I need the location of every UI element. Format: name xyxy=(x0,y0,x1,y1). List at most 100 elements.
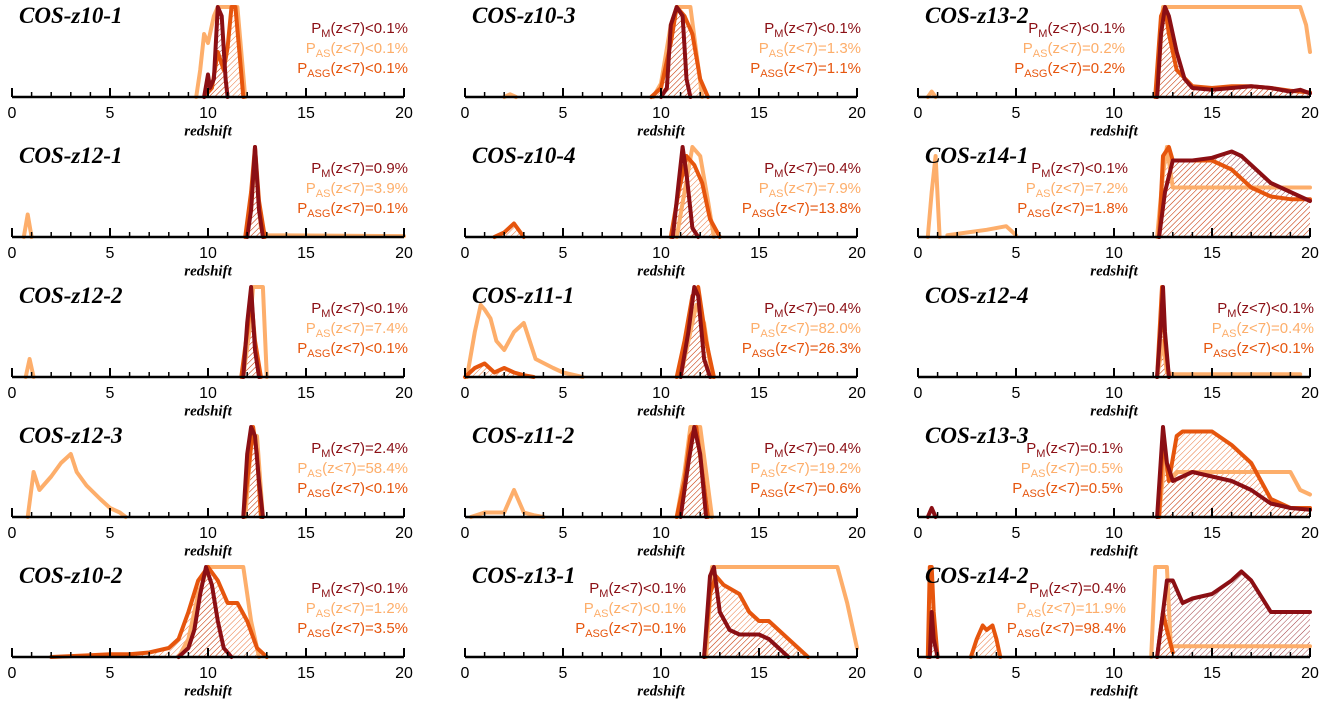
area-fill xyxy=(465,287,714,377)
panel: 0 5 10 15 20redshiftCOS-z10-1PM(z<7)<0.1%PAS… xyxy=(8,3,413,139)
x-tick-label: 10 xyxy=(199,245,217,262)
prob-text: (z<7)=7.4% xyxy=(330,320,408,337)
prob-symbol: P xyxy=(1017,200,1027,217)
probability-label: PM(z<7)=0.4% xyxy=(764,300,861,320)
probability-label: PASG(z<7)=98.4% xyxy=(1007,620,1126,640)
probability-label: PAS(z<7)=82.0% xyxy=(750,320,861,340)
prob-symbol: P xyxy=(1031,160,1041,177)
prob-subscript: ASG xyxy=(1027,208,1050,220)
panel-title: COS-z14-2 xyxy=(925,563,1029,588)
prob-subscript: AS xyxy=(307,468,322,480)
panel-title: COS-z12-1 xyxy=(19,143,123,168)
pdf-line xyxy=(202,5,230,99)
prob-symbol: P xyxy=(297,60,307,77)
x-tick-label: 10 xyxy=(652,525,670,542)
prob-symbol: P xyxy=(297,340,307,357)
prob-text: (z<7)=1.8% xyxy=(1050,200,1128,217)
x-axis-label: redshift xyxy=(637,683,685,699)
prob-text: (z<7)=0.4% xyxy=(1236,320,1314,337)
prob-symbol: P xyxy=(297,620,307,637)
probability-label: PAS(z<7)=7.2% xyxy=(1026,180,1128,200)
x-tick-label: 20 xyxy=(1301,245,1319,262)
probability-label: PM(z<7)=0.1% xyxy=(1026,440,1123,460)
prob-symbol: P xyxy=(759,180,769,197)
x-tick-label: 20 xyxy=(1301,385,1319,402)
prob-symbol: P xyxy=(306,320,316,337)
prob-text: (z<7)<0.1% xyxy=(1236,340,1314,357)
probability-label: PM(z<7)=0.4% xyxy=(1029,580,1126,600)
prob-subscript: ASG xyxy=(307,208,330,220)
prob-text: (z<7)=0.2% xyxy=(1047,60,1125,77)
prob-symbol: P xyxy=(1021,460,1031,477)
pdf-line xyxy=(49,565,269,659)
x-tick-label: 15 xyxy=(750,105,768,122)
probability-label: PASG(z<7)=26.3% xyxy=(742,340,861,360)
probability-label: PM(z<7)<0.1% xyxy=(311,300,408,320)
prob-text: (z<7)=19.2% xyxy=(775,460,861,477)
x-tick-label: 10 xyxy=(1105,665,1123,682)
x-tick-label: 5 xyxy=(559,385,568,402)
x-tick-label: 10 xyxy=(199,665,217,682)
x-tick-label: 20 xyxy=(395,105,413,122)
x-tick-label: 20 xyxy=(395,385,413,402)
panel: 0 5 10 15 20redshiftCOS-z11-1PM(z<7)=0.4%PAS… xyxy=(461,283,866,419)
x-axis-label: redshift xyxy=(1090,263,1138,279)
prob-subscript: AS xyxy=(769,188,784,200)
x-tick-label: 0 xyxy=(8,525,17,542)
pdf-line xyxy=(25,434,265,519)
panel: 0 5 10 15 20redshiftCOS-z12-3PM(z<7)=2.4%PAS… xyxy=(8,423,413,559)
prob-subscript: ASG xyxy=(760,68,783,80)
x-tick-label: 20 xyxy=(1301,105,1319,122)
pdf-line xyxy=(659,5,693,99)
prob-text: (z<7)<0.1% xyxy=(330,480,408,497)
panel: 0 5 10 15 20redshiftCOS-z13-3PM(z<7)=0.1%PAS… xyxy=(914,423,1319,559)
probability-label: PASG(z<7)<0.1% xyxy=(297,480,408,500)
probability-label: PASG(z<7)<0.1% xyxy=(297,340,408,360)
prob-symbol: P xyxy=(750,320,760,337)
x-tick-label: 15 xyxy=(1203,385,1221,402)
pdf-line xyxy=(927,569,1312,659)
pdf-line xyxy=(241,425,265,519)
x-tick-label: 5 xyxy=(106,385,115,402)
x-tick-label: 0 xyxy=(914,105,923,122)
probability-label: PASG(z<7)=1.1% xyxy=(750,60,861,80)
x-axis-label: redshift xyxy=(1090,683,1138,699)
x-tick-label: 0 xyxy=(461,105,470,122)
pdf-line xyxy=(678,425,709,519)
probability-label: PM(z<7)=0.4% xyxy=(764,160,861,180)
prob-subscript: M xyxy=(1041,168,1050,180)
x-axis-label: redshift xyxy=(637,123,685,139)
panel-title: COS-z11-1 xyxy=(472,283,574,308)
prob-symbol: P xyxy=(297,200,307,217)
prob-text: (z<7)=0.1% xyxy=(608,620,686,637)
pdf-line xyxy=(678,285,712,379)
prob-subscript: M xyxy=(321,168,330,180)
prob-subscript: AS xyxy=(760,328,775,340)
pdf-line xyxy=(245,145,265,239)
prob-text: (z<7)<0.1% xyxy=(608,580,686,597)
prob-text: (z<7)=98.4% xyxy=(1040,620,1126,637)
x-tick-label: 15 xyxy=(750,665,768,682)
panel-title: COS-z12-4 xyxy=(925,283,1029,308)
panel: 0 5 10 15 20redshiftCOS-z13-1PM(z<7)<0.1%PAS… xyxy=(461,563,866,699)
prob-symbol: P xyxy=(306,40,316,57)
x-tick-label: 20 xyxy=(848,385,866,402)
prob-subscript: ASG xyxy=(307,488,330,500)
pdf-line xyxy=(670,145,701,239)
prob-text: (z<7)=82.0% xyxy=(775,320,861,337)
prob-subscript: AS xyxy=(594,608,609,620)
prob-text: (z<7)=7.2% xyxy=(1050,180,1128,197)
prob-subscript: AS xyxy=(1222,328,1237,340)
prob-symbol: P xyxy=(311,300,321,317)
prob-subscript: AS xyxy=(1027,608,1042,620)
prob-subscript: ASG xyxy=(1213,348,1236,360)
x-tick-label: 5 xyxy=(559,105,568,122)
prob-symbol: P xyxy=(764,160,774,177)
prob-subscript: M xyxy=(1039,588,1048,600)
x-tick-label: 0 xyxy=(914,665,923,682)
x-tick-label: 5 xyxy=(559,245,568,262)
x-tick-label: 0 xyxy=(8,245,17,262)
panel: 0 5 10 15 20redshiftCOS-z10-4PM(z<7)=0.4%PAS… xyxy=(461,143,866,279)
x-axis-label: redshift xyxy=(184,683,232,699)
panel: 0 5 10 15 20redshiftCOS-z14-1PM(z<7)<0.1%PAS… xyxy=(914,143,1319,279)
